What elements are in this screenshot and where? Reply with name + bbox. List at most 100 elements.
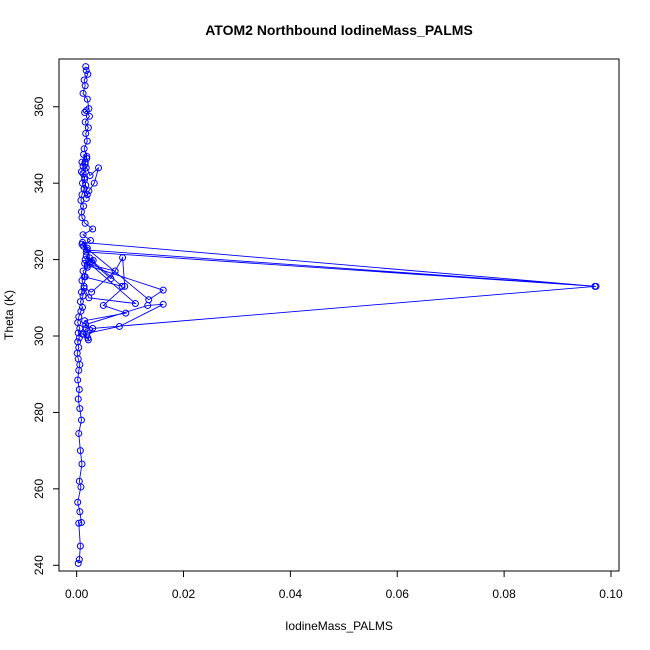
data-point <box>81 256 89 264</box>
plot-area <box>73 63 600 567</box>
chart-title: ATOM2 Northbound IodineMass_PALMS <box>205 22 473 38</box>
data-point <box>80 185 88 193</box>
y-tick-label: 280 <box>32 402 46 422</box>
data-point <box>90 179 98 187</box>
data-point <box>74 395 82 403</box>
data-point <box>76 508 84 516</box>
data-point <box>84 70 92 78</box>
plot-frame <box>58 58 620 572</box>
data-point <box>88 288 96 296</box>
y-tick-label: 240 <box>32 555 46 575</box>
data-point <box>74 498 82 506</box>
data-point <box>83 95 91 103</box>
data-point <box>81 108 89 116</box>
x-tick-label: 0.10 <box>599 587 623 601</box>
data-point <box>84 334 92 342</box>
data-point <box>83 244 91 252</box>
data-point <box>81 219 89 227</box>
data-point <box>85 105 93 113</box>
data-point <box>82 321 90 329</box>
data-point <box>80 76 88 84</box>
data-point <box>131 300 139 308</box>
data-point <box>77 518 85 526</box>
data-point <box>81 118 89 126</box>
data-point <box>159 286 167 294</box>
data-point <box>74 376 82 384</box>
data-point <box>82 66 90 74</box>
data-point <box>81 160 89 168</box>
data-point <box>159 300 167 308</box>
data-point <box>76 298 84 306</box>
data-point <box>87 236 95 244</box>
y-tick-label: 260 <box>32 479 46 499</box>
data-point <box>85 187 93 195</box>
data-point <box>115 322 123 330</box>
series-line <box>76 66 597 564</box>
data-point <box>107 275 115 283</box>
data-point <box>121 282 129 290</box>
y-tick-label: 340 <box>32 173 46 193</box>
x-tick-label: 0.04 <box>279 587 303 601</box>
x-axis: 0.00 0.02 0.04 0.06 0.08 0.10 <box>65 571 623 601</box>
data-point <box>78 460 86 468</box>
data-point <box>85 112 93 120</box>
y-tick-label: 300 <box>32 326 46 346</box>
data-point <box>80 284 88 292</box>
data-point <box>74 338 82 346</box>
data-point <box>82 63 90 71</box>
data-point <box>74 559 82 567</box>
data-point <box>75 429 83 437</box>
x-tick-label: 0.06 <box>386 587 410 601</box>
data-point <box>118 282 126 290</box>
data-point <box>84 124 92 132</box>
data-point <box>75 556 83 564</box>
data-point <box>591 282 599 290</box>
data-point <box>111 267 119 275</box>
data-point <box>75 477 83 485</box>
data-point <box>77 416 85 424</box>
y-tick-label: 360 <box>32 96 46 116</box>
data-point <box>76 405 84 413</box>
data-point <box>89 324 97 332</box>
data-point <box>83 152 91 160</box>
data-point <box>88 258 96 266</box>
data-point <box>83 137 91 145</box>
data-point <box>82 181 90 189</box>
data-point <box>80 202 88 210</box>
data-point <box>85 294 93 302</box>
data-point <box>81 259 89 267</box>
x-tick-label: 0.00 <box>65 587 89 601</box>
y-tick-label: 320 <box>32 249 46 269</box>
data-point <box>82 130 90 138</box>
data-point <box>89 225 97 233</box>
data-point <box>82 194 90 202</box>
x-tick-label: 0.08 <box>492 587 516 601</box>
data-point <box>145 296 153 304</box>
x-tick-label: 0.02 <box>172 587 196 601</box>
data-point <box>80 242 88 250</box>
data-point <box>75 386 83 394</box>
data-point <box>82 164 90 172</box>
data-point <box>76 447 84 455</box>
data-point <box>79 89 87 97</box>
data-point <box>76 542 84 550</box>
data-point <box>77 307 85 315</box>
data-point <box>95 164 103 172</box>
data-point <box>81 317 89 325</box>
data-point <box>80 273 88 281</box>
data-point <box>82 248 90 256</box>
data-point <box>99 301 107 309</box>
data-point <box>85 254 93 262</box>
data-point <box>80 330 88 338</box>
data-point <box>79 231 87 239</box>
data-point <box>86 172 94 180</box>
y-axis-label: Theta (K) <box>2 290 16 340</box>
x-axis-label: IodineMass_PALMS <box>285 619 393 633</box>
y-axis: 240 260 280 300 320 340 360 <box>32 96 59 575</box>
data-point <box>83 191 91 199</box>
data-point <box>79 238 87 246</box>
data-point <box>119 254 127 262</box>
data-point <box>80 145 88 153</box>
data-point <box>122 309 130 317</box>
